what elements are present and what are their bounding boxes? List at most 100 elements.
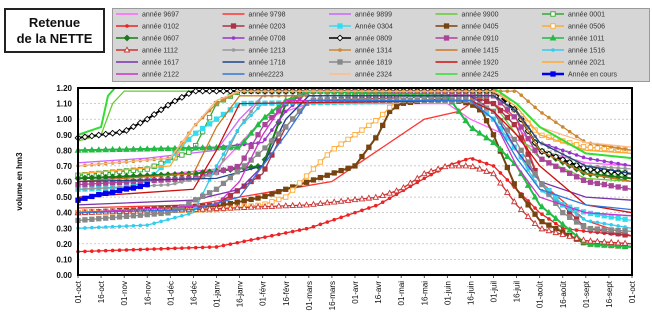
series-marker (103, 215, 109, 221)
series-marker (504, 114, 510, 121)
series-marker (497, 145, 504, 153)
chart-title-line1: Retenue (28, 14, 81, 30)
series-marker (109, 189, 116, 196)
series-marker (213, 116, 220, 122)
series-marker (511, 121, 517, 128)
series-marker (131, 223, 136, 228)
series-marker (200, 245, 205, 250)
series-marker (345, 136, 351, 143)
series-marker (180, 180, 184, 184)
series-marker (581, 155, 586, 160)
series-marker (263, 137, 267, 142)
series-marker (387, 196, 392, 201)
series-marker (249, 113, 253, 118)
series-marker (345, 165, 351, 171)
x-tick-label: 01-août (536, 280, 545, 308)
series-marker (511, 181, 517, 187)
series-marker (490, 100, 497, 107)
series-marker (173, 181, 177, 186)
x-tick-label: 01-févr (259, 281, 268, 306)
x-tick-label: 16-juil (513, 281, 522, 303)
series-marker (143, 145, 151, 152)
series-marker (526, 99, 530, 104)
series-marker (199, 205, 207, 212)
series-marker (213, 186, 220, 192)
series-marker (110, 248, 115, 253)
series-marker (173, 246, 177, 251)
series-marker (277, 118, 281, 123)
series-marker (192, 87, 200, 95)
series-marker (145, 223, 150, 227)
series-marker (367, 206, 371, 210)
series-marker (560, 125, 565, 129)
legend-label: année 0809 (355, 36, 392, 43)
series-marker (609, 165, 614, 170)
series-marker (332, 217, 337, 222)
x-tick-label: 01-juin (443, 281, 452, 305)
series-marker (110, 185, 115, 190)
series-marker (255, 195, 261, 201)
series-marker (373, 135, 379, 141)
series-marker (434, 165, 442, 172)
legend-label: année 1011 (568, 36, 605, 43)
series-marker (88, 146, 96, 153)
series-marker (82, 217, 88, 223)
legend-entry: année 1617 (116, 60, 179, 67)
series-marker (554, 120, 558, 125)
series-marker (526, 168, 530, 172)
series-marker (81, 133, 89, 141)
series-marker (588, 157, 593, 161)
series-marker (136, 145, 144, 152)
series-marker (234, 199, 240, 205)
x-tick-label: 16-janv (236, 281, 245, 307)
series-marker (504, 164, 510, 171)
series-marker (150, 145, 158, 152)
y-tick-label: 0.40 (56, 209, 72, 218)
series-marker (90, 249, 94, 253)
series-marker (443, 35, 450, 41)
series-marker (420, 169, 428, 177)
series-marker (144, 166, 150, 172)
series-marker (532, 211, 538, 217)
series-marker (89, 193, 95, 200)
series-marker (457, 160, 461, 164)
series-marker (83, 226, 87, 230)
series-marker (549, 34, 557, 41)
series-marker (180, 213, 184, 218)
x-tick-label: 01-juil (490, 281, 499, 303)
series-marker (580, 236, 587, 243)
series-marker (193, 130, 199, 136)
series-marker (519, 93, 523, 97)
series-marker (241, 198, 247, 204)
legend-entry: année 0809 (329, 34, 392, 43)
series-marker (497, 107, 504, 114)
series-marker (550, 71, 556, 77)
x-tick-label: 01-mai (397, 281, 406, 306)
series-marker (131, 247, 136, 252)
series-marker (581, 229, 586, 233)
series-marker (83, 249, 87, 254)
series-marker (622, 185, 628, 191)
series-marker (214, 171, 219, 176)
series-marker (567, 170, 573, 176)
series-marker (512, 89, 517, 93)
x-tick-label: 01-nov (120, 281, 129, 305)
legend-entry: année 1314 (329, 48, 392, 55)
series-marker (96, 216, 102, 222)
series-marker (552, 214, 560, 221)
series-marker (518, 124, 524, 130)
series-marker (220, 143, 227, 150)
legend-entry: année 0102 (116, 24, 179, 31)
series-marker (261, 202, 269, 210)
series-marker (136, 119, 144, 127)
series-marker (297, 228, 302, 232)
series-marker (559, 230, 567, 237)
series-marker (123, 34, 131, 42)
series-marker (380, 111, 386, 118)
series-marker (490, 169, 497, 177)
series-marker (503, 152, 511, 160)
series-marker (159, 219, 163, 224)
series-marker (150, 111, 158, 118)
series-marker (109, 145, 116, 153)
series-marker (88, 132, 96, 140)
